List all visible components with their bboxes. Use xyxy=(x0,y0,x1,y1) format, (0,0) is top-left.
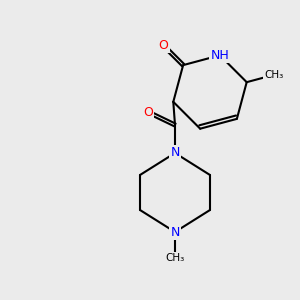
Text: NH: NH xyxy=(211,49,229,62)
Text: CH₃: CH₃ xyxy=(264,70,284,80)
Text: N: N xyxy=(170,226,180,238)
Text: N: N xyxy=(170,146,180,160)
Text: O: O xyxy=(143,106,153,118)
Text: CH₃: CH₃ xyxy=(165,253,184,263)
Text: O: O xyxy=(158,39,168,52)
